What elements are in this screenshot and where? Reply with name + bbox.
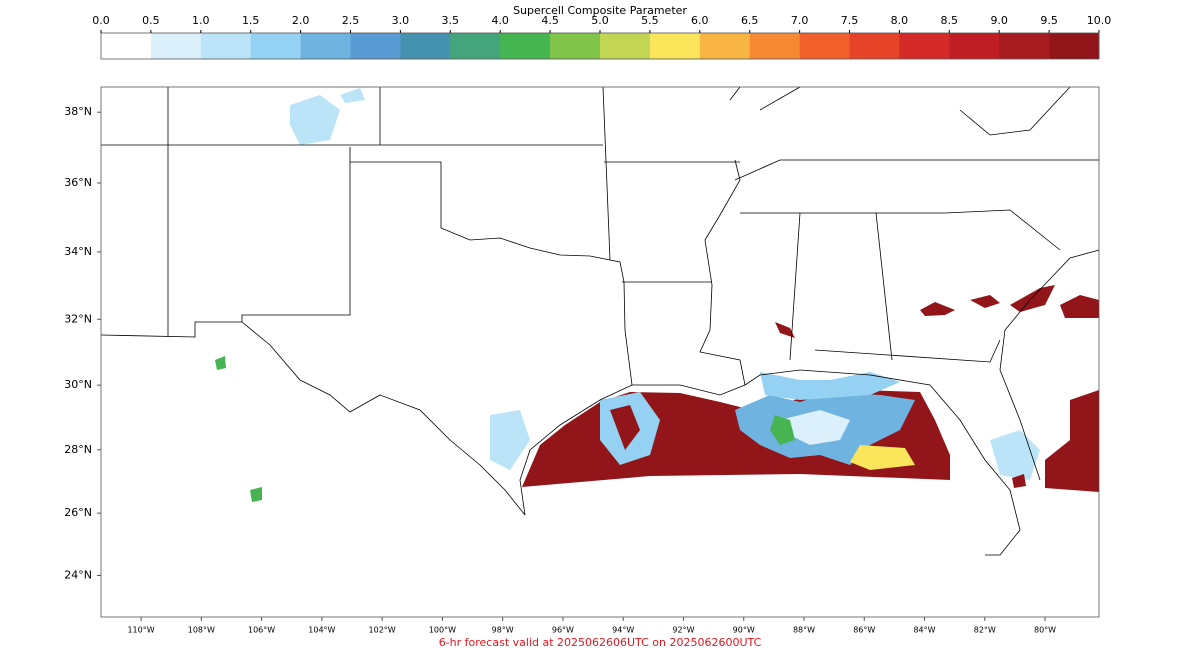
colorbar-swatch <box>350 33 401 59</box>
lon-label: 108°W <box>188 626 215 635</box>
lon-label: 100°W <box>429 626 456 635</box>
colorbar-swatch <box>649 33 701 59</box>
lon-label: 94°W <box>612 626 634 635</box>
colorbar-swatch <box>101 33 152 59</box>
colorbar-swatch <box>999 33 1050 59</box>
lat-label: 28°N <box>64 443 92 456</box>
lat-label: 30°N <box>64 378 92 391</box>
colorbar-tick-label: 7.5 <box>841 14 859 27</box>
colorbar-tick-label: 2.0 <box>292 14 310 27</box>
colorbar-tick-label: 9.5 <box>1040 14 1058 27</box>
lon-label: 86°W <box>853 626 875 635</box>
colorbar-tick-label: 7.0 <box>791 14 809 27</box>
lat-label: 24°N <box>64 568 92 581</box>
lon-label: 82°W <box>974 626 996 635</box>
colorbar-swatch <box>949 33 1000 59</box>
colorbar-tick-label: 6.5 <box>741 14 759 27</box>
lat-label: 32°N <box>64 312 92 325</box>
colorbar-swatch <box>250 33 301 59</box>
lon-label: 88°W <box>793 626 815 635</box>
field <box>215 88 1099 502</box>
colorbar-tick-label: 5.0 <box>591 14 609 27</box>
colorbar-tick-label: 3.0 <box>392 14 410 27</box>
lat-label: 36°N <box>64 176 92 189</box>
borders <box>100 86 1100 556</box>
colorbar-swatch <box>699 33 750 59</box>
colorbar-tick-label: 3.5 <box>442 14 460 27</box>
colorbar: 0.0 0.5 1.0 1.5 2.0 2.5 3.0 3.5 4.0 4.5 5.0 5.5 6.0 6… <box>92 14 1112 60</box>
colorbar-swatch <box>300 33 351 59</box>
colorbar-swatch <box>150 33 202 59</box>
lat-label: 34°N <box>64 245 92 258</box>
lon-label: 80°W <box>1034 626 1056 635</box>
colorbar-swatch <box>200 33 251 59</box>
colorbar-tick-label: 0.0 <box>92 14 110 27</box>
colorbar-tick-label: 8.5 <box>941 14 959 27</box>
colorbar-tick-label: 4.0 <box>491 14 509 27</box>
lon-label: 96°W <box>552 626 574 635</box>
colorbar-swatch <box>1049 33 1100 59</box>
map-frame <box>100 86 1100 618</box>
lon-label: 84°W <box>913 626 935 635</box>
colorbar-swatch <box>400 33 451 59</box>
lon-label: 92°W <box>672 626 694 635</box>
colorbar-swatch <box>600 33 651 59</box>
colorbar-tick-label: 4.5 <box>541 14 559 27</box>
lon-label: 102°W <box>369 626 396 635</box>
lat-label: 38°N <box>64 105 92 118</box>
colorbar-tick-label: 1.0 <box>192 14 210 27</box>
colorbar-swatch <box>849 33 900 59</box>
colorbar-swatch <box>550 33 601 59</box>
colorbar-tick-label: 0.5 <box>142 14 160 27</box>
colorbar-tick-label: 10.0 <box>1087 14 1112 27</box>
colorbar-tick-label: 6.0 <box>691 14 709 27</box>
colorbar-tick-label: 5.5 <box>641 14 659 27</box>
colorbar-swatch <box>749 33 800 59</box>
lon-label: 98°W <box>492 626 514 635</box>
lat-label: 26°N <box>64 506 92 519</box>
axes: 24°N 26°N 28°N 30°N 32°N 34°N 36°N 38°N 110°W 108… <box>64 105 1056 634</box>
colorbar-swatch <box>450 33 501 59</box>
colorbar-swatch <box>500 33 551 59</box>
colorbar-title: Supercell Composite Parameter <box>513 4 687 17</box>
lon-label: 106°W <box>248 626 275 635</box>
colorbar-swatch <box>799 33 850 59</box>
colorbar-tick-label: 9.0 <box>990 14 1008 27</box>
colorbar-tick-label: 1.5 <box>242 14 260 27</box>
footer: 6-hr forecast valid at 2025062606UTC on … <box>439 636 762 649</box>
lon-label: 110°W <box>127 626 154 635</box>
colorbar-tick-label: 2.5 <box>342 14 360 27</box>
lon-label: 104°W <box>308 626 335 635</box>
colorbar-swatch <box>899 33 950 59</box>
lon-label: 90°W <box>733 626 755 635</box>
colorbar-tick-label: 8.0 <box>891 14 909 27</box>
